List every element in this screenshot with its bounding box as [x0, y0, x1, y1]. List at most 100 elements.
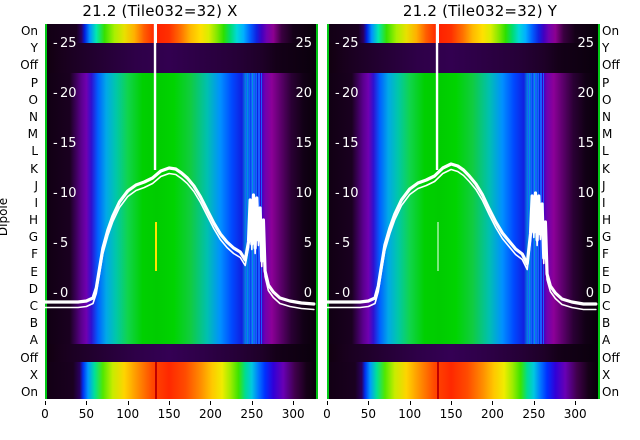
inner-y-tick-label: -5 [53, 236, 69, 251]
dipole-label: D [28, 281, 38, 296]
dipole-label: On [20, 24, 38, 38]
dipole-label: B [29, 316, 38, 331]
heatmap-axes-x[interactable]: -25 25 -20 20 -15 15 -10 10 -5 5 -0 0 [45, 24, 318, 399]
x-tick-mark [45, 401, 46, 405]
heatmap-axes-y[interactable]: -25 25 -20 20 -15 15 -10 10 -5 5 -0 0 [327, 24, 600, 399]
x-tick-label: 150 [439, 407, 463, 421]
inner-y-tick-label: -0 [53, 286, 69, 301]
inner-y-tick-label: 15 [577, 136, 594, 151]
inner-y-tick-label: 20 [577, 86, 594, 101]
dipole-label: L [602, 144, 609, 159]
profile-trace-y [327, 24, 598, 311]
dipole-label: F [31, 247, 38, 262]
x-tick-label: 100 [116, 407, 140, 421]
dipole-label: J [34, 178, 38, 193]
dipole-label: B [602, 316, 611, 331]
band-gap-upper [45, 43, 318, 73]
dipole-label: Off [20, 58, 38, 73]
dipole-label: N [29, 109, 38, 124]
inner-y-tick-label: -0 [335, 286, 351, 301]
inner-y-tick-label: 10 [577, 186, 594, 201]
dipole-label: K [30, 161, 38, 176]
panel-x: 21.2 (Tile032=32) X 0 50 100 150 200 250 300 [41, 2, 304, 421]
band-bottom [45, 362, 318, 399]
inner-y-tick-label: -25 [53, 36, 77, 51]
dipole-label: M [602, 127, 613, 142]
dipole-label: N [602, 109, 611, 124]
dipole-label: K [602, 161, 610, 176]
x-tick-label: 0 [323, 407, 331, 421]
dipole-axis-right: On Y Off P O N M L K J I H G F E D C B A Off X On [598, 0, 640, 440]
selected-tile-marker [437, 362, 440, 399]
dipole-label: F [602, 247, 609, 262]
dipole-label: E [30, 264, 38, 279]
dipole-label: On [602, 385, 620, 399]
x-tick-label: 100 [398, 407, 422, 421]
inner-y-tick-label: 5 [585, 236, 594, 251]
dipole-label: I [34, 195, 38, 210]
band-gap-upper [327, 43, 600, 73]
x-tick-mark [210, 401, 212, 405]
dipole-label: H [602, 213, 612, 228]
panel-y-title: 21.2 (Tile032=32) Y [402, 2, 558, 20]
inner-y-tick-label: -15 [53, 136, 77, 151]
inner-y-tick-label: 25 [577, 36, 594, 51]
dipole-label: I [602, 195, 606, 210]
x-tick-mark [533, 401, 535, 405]
inner-y-tick-label: 5 [303, 236, 312, 251]
dipole-axis-left: On Y Off P O N M L K J I H G F E D C B A Off X On [0, 0, 42, 440]
dipole-label: L [31, 144, 38, 159]
dipole-label: D [602, 281, 612, 296]
dipole-label: J [602, 178, 606, 193]
inner-y-tick-label: 0 [585, 286, 594, 301]
inner-y-tick-label: 10 [295, 186, 312, 201]
x-tick-mark [368, 401, 370, 405]
profile-trace-x [45, 24, 316, 311]
band-gap-lower [327, 344, 600, 362]
profile-line [45, 166, 316, 306]
profile-line-secondary [45, 172, 315, 311]
x-tick-label: 200 [481, 407, 504, 421]
axes-edge-right [316, 24, 318, 399]
inner-y-tick-label: 25 [295, 36, 312, 51]
x-tick-mark [327, 401, 328, 405]
x-tick-mark [127, 401, 129, 405]
dipole-label: P [30, 75, 38, 90]
inner-y-tick-label: -25 [335, 36, 359, 51]
x-tick-mark [492, 401, 494, 405]
inner-y-tick-label: -10 [335, 186, 359, 201]
dipole-label: O [28, 92, 38, 107]
x-tick-label: 50 [78, 407, 94, 421]
axes-edge-right [598, 24, 600, 399]
inner-y-tick-label: -20 [335, 86, 359, 101]
x-tick-label: 150 [157, 407, 181, 421]
dipole-label: H [28, 213, 38, 228]
dipole-label: A [602, 333, 611, 348]
x-tick-label: 250 [522, 407, 546, 421]
x-tick-mark [293, 401, 295, 405]
profile-line-secondary [327, 168, 597, 311]
panel-x-title: 21.2 (Tile032=32) X [82, 2, 238, 20]
panel-y: 21.2 (Tile032=32) Y 0 50 100 150 200 250 300 [320, 0, 640, 440]
dipole-label: On [20, 385, 38, 399]
inner-y-tick-label: -5 [335, 236, 351, 251]
dipole-label: G [602, 230, 612, 245]
x-tick-label: 200 [199, 407, 222, 421]
dipole-label: Off [602, 350, 620, 365]
x-tick-mark [575, 401, 577, 405]
inner-y-tick-label: 0 [303, 286, 312, 301]
inner-y-tick-label: 15 [295, 136, 312, 151]
inner-y-tick-label: -10 [53, 186, 77, 201]
dipole-label: M [27, 127, 38, 142]
dipole-label: E [602, 264, 610, 279]
flagged-column [528, 73, 530, 344]
inner-y-tick-label: 20 [295, 86, 312, 101]
dipole-label: Y [602, 41, 610, 56]
x-tick-label: 250 [240, 407, 264, 421]
x-tick-mark [251, 401, 253, 405]
dipole-label: On [602, 24, 620, 38]
selected-tile-marker [437, 222, 440, 271]
flagged-column [246, 73, 248, 344]
dipole-label: Off [602, 58, 620, 73]
